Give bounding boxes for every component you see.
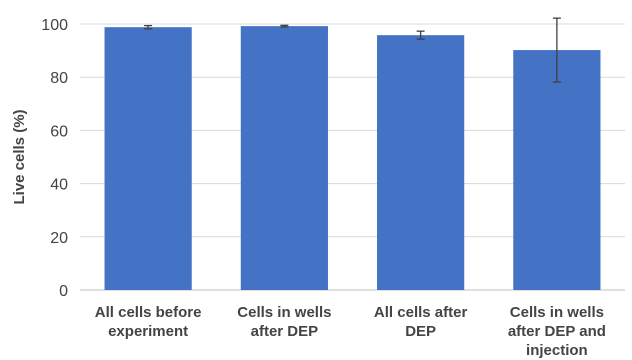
x-category-label: All cells before experiment (95, 304, 202, 340)
x-category-label-line: Cells in wells (510, 304, 604, 321)
bar (513, 50, 601, 291)
y-tick-label: 20 (50, 230, 68, 247)
error-bars (144, 17, 561, 83)
x-category-label: All cells after DEP (374, 304, 468, 340)
x-category-label-line: after DEP and (508, 323, 606, 340)
bar (240, 26, 328, 291)
error-bar (280, 24, 289, 28)
x-category-label-line: injection (526, 342, 588, 359)
x-category-label-line: Cells in wells (237, 304, 331, 321)
y-tick-label: 40 (50, 177, 68, 194)
bar (377, 35, 465, 291)
x-category-label-line: All cells before (95, 304, 202, 321)
error-bar (144, 24, 153, 30)
y-axis-ticks: 0 20 40 60 80 100 (41, 17, 68, 300)
x-category-label: Cells in wells after DEP (237, 304, 331, 340)
bar (104, 27, 192, 291)
x-category-label: Cells in wells after DEP and injection (508, 304, 606, 359)
y-tick-label: 60 (50, 123, 68, 140)
x-category-label-line: DEP (405, 323, 436, 340)
error-bar (416, 30, 425, 40)
y-tick-label: 80 (50, 70, 68, 87)
x-category-label-line: after DEP (251, 323, 319, 340)
bars (104, 26, 601, 291)
error-bar (552, 17, 561, 83)
x-category-label-line: All cells after (374, 304, 468, 321)
y-axis-title: Live cells (%) (11, 109, 28, 204)
x-category-label-line: experiment (108, 323, 188, 340)
y-tick-label: 0 (59, 283, 68, 300)
x-axis-labels: All cells before experiment Cells in wells… (95, 304, 606, 359)
y-tick-label: 100 (41, 17, 68, 34)
